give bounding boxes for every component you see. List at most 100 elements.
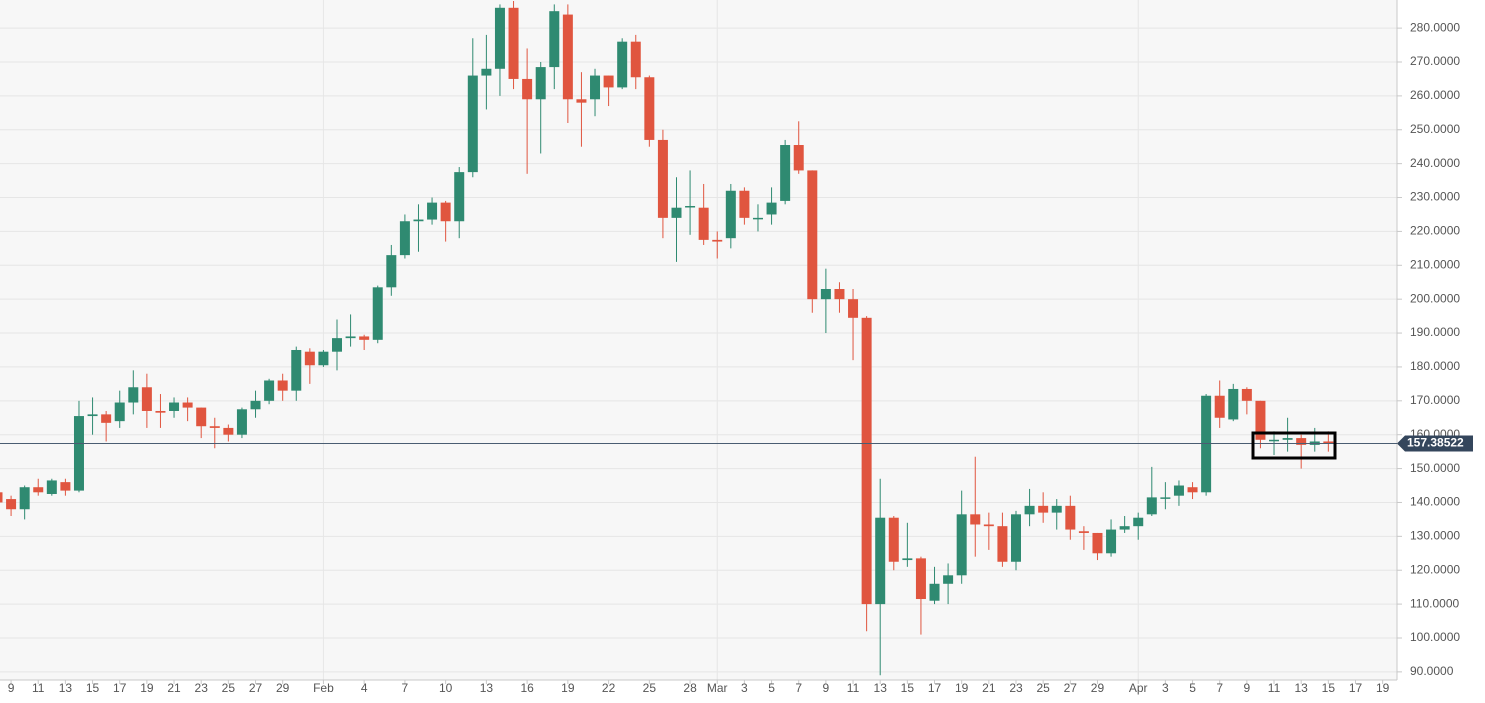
- candle-body: [304, 351, 315, 366]
- x-tick-label: 22: [602, 681, 616, 695]
- y-tick-label: 260.0000: [1410, 88, 1460, 102]
- x-tick-label: 17: [113, 681, 127, 695]
- x-tick-label: 19: [140, 681, 154, 695]
- candle-body: [1282, 438, 1293, 440]
- x-tick-label: 13: [1295, 681, 1309, 695]
- candle-body: [508, 7, 519, 79]
- x-tick-label: 3: [741, 681, 748, 695]
- candle-body: [617, 41, 628, 88]
- x-tick-label: 19: [561, 681, 575, 695]
- candle-body: [386, 255, 397, 288]
- candle-body: [155, 410, 166, 413]
- x-tick-label: 4: [361, 681, 368, 695]
- candle-body: [318, 351, 329, 366]
- candle-body: [372, 287, 383, 340]
- candle-body: [169, 402, 180, 411]
- x-tick-label: 9: [823, 681, 830, 695]
- candle-body: [766, 202, 777, 215]
- candle-body: [209, 426, 220, 428]
- y-tick-label: 140.0000: [1410, 495, 1460, 509]
- candle-body: [888, 517, 899, 562]
- candle-body: [1173, 485, 1184, 496]
- x-tick-label: 21: [167, 681, 181, 695]
- last-price-tag: [1397, 435, 1473, 452]
- candle-body: [929, 583, 940, 601]
- candle-body: [359, 336, 370, 340]
- candle-body: [236, 409, 247, 435]
- candle-body: [549, 11, 560, 68]
- y-tick-label: 230.0000: [1410, 190, 1460, 204]
- x-tick-label: 27: [1064, 681, 1078, 695]
- candle-body: [902, 558, 913, 561]
- candle-body: [861, 317, 872, 605]
- candle-body: [467, 75, 478, 173]
- x-tick-label: 25: [1036, 681, 1050, 695]
- candle-body: [535, 67, 546, 100]
- candle-body: [698, 207, 709, 240]
- y-tick-label: 180.0000: [1410, 359, 1460, 373]
- candle-body: [834, 289, 845, 300]
- candle-body: [1051, 505, 1062, 513]
- candle-body: [399, 221, 410, 256]
- y-tick-label: 250.0000: [1410, 122, 1460, 136]
- x-tick-label: 15: [901, 681, 915, 695]
- y-tick-label: 120.0000: [1410, 562, 1460, 576]
- x-tick-label: 17: [1349, 681, 1363, 695]
- candle-body: [440, 202, 451, 222]
- candle-body: [481, 68, 492, 76]
- candle-body: [1228, 388, 1239, 420]
- y-tick-label: 90.0000: [1410, 664, 1454, 678]
- y-tick-label: 210.0000: [1410, 257, 1460, 271]
- candle-body: [630, 41, 641, 78]
- x-tick-label: 9: [8, 681, 15, 695]
- candle-body: [1078, 531, 1089, 533]
- candle-body: [223, 427, 234, 435]
- candle-body: [943, 575, 954, 584]
- candle-body: [0, 492, 3, 503]
- x-tick-label: Apr: [1129, 681, 1148, 695]
- candle-body: [807, 170, 818, 300]
- y-tick-label: 150.0000: [1410, 461, 1460, 475]
- candle-body: [19, 487, 30, 510]
- candle-body: [915, 558, 926, 600]
- x-tick-label: 5: [768, 681, 775, 695]
- candle-body: [644, 77, 655, 140]
- candle-body: [128, 387, 139, 403]
- candle-body: [848, 299, 859, 318]
- grid: [0, 0, 1397, 680]
- candle-body: [1038, 505, 1049, 513]
- candle-body: [820, 289, 831, 300]
- x-tick-label: 9: [1244, 681, 1251, 695]
- candle-body: [657, 139, 668, 218]
- x-tick-label: 25: [643, 681, 657, 695]
- y-tick-label: 100.0000: [1410, 630, 1460, 644]
- y-tick-label: 110.0000: [1410, 596, 1459, 610]
- x-tick-label: 7: [402, 681, 409, 695]
- candle-body: [671, 207, 682, 218]
- candle-body: [793, 145, 804, 171]
- candle-body: [1106, 529, 1117, 554]
- y-tick-label: 280.0000: [1410, 20, 1460, 34]
- x-tick-label: Mar: [707, 681, 728, 695]
- candle-body: [33, 487, 44, 493]
- x-tick-label: 21: [982, 681, 996, 695]
- candle-body: [685, 205, 696, 208]
- overlay: 90.0000 100.0000 110.0000 120.0000 130.0000 1…: [0, 20, 1473, 695]
- candle-body: [141, 387, 152, 411]
- x-tick-label: 3: [1162, 681, 1169, 695]
- candle-body: [1119, 526, 1130, 530]
- candle-body: [1255, 400, 1266, 440]
- x-tick-label: 7: [795, 681, 802, 695]
- x-tick-label: 23: [1009, 681, 1023, 695]
- candle-body: [196, 407, 207, 427]
- candle-body: [1011, 514, 1021, 562]
- candle-body: [427, 202, 438, 220]
- y-tick-label: 170.0000: [1410, 393, 1460, 407]
- x-tick-label: 16: [520, 681, 534, 695]
- x-tick-label: 23: [195, 681, 209, 695]
- candle-body: [46, 480, 57, 494]
- candle-body: [875, 517, 886, 605]
- last-price-label: 157.38522: [1407, 436, 1464, 450]
- x-tick-label: 27: [249, 681, 263, 695]
